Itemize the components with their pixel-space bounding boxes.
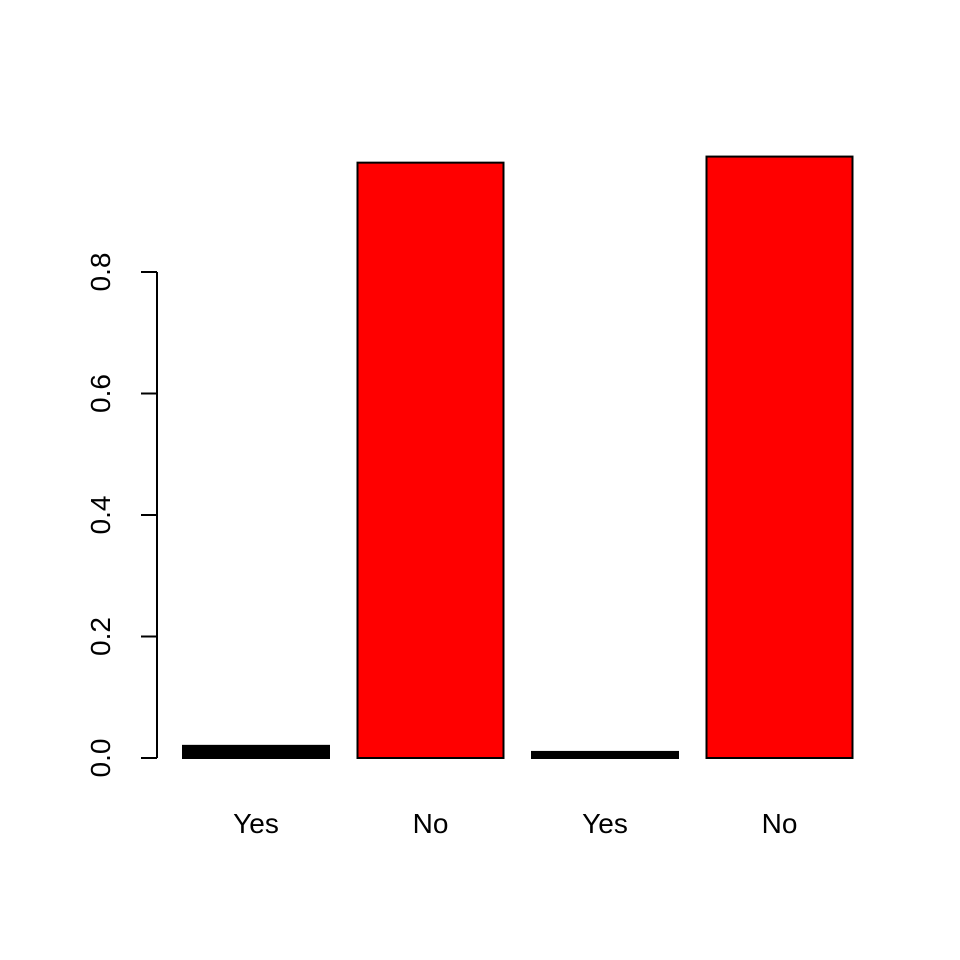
y-tick-label: 0.6 (85, 374, 116, 413)
x-category-label: No (762, 808, 798, 839)
y-axis: 0.0 0.2 0.4 0.6 0.8 (85, 253, 158, 778)
x-category-label: Yes (582, 808, 628, 839)
x-category-label: Yes (233, 808, 279, 839)
bar-yes-3 (531, 750, 679, 759)
y-tick-label: 0.4 (85, 496, 116, 535)
bar-no-4 (705, 155, 854, 759)
bar-no-2 (356, 161, 505, 759)
y-tick-label: 0.8 (85, 253, 116, 292)
bars-group (182, 155, 854, 759)
x-category-label: No (413, 808, 449, 839)
x-axis-labels: Yes No Yes No (233, 808, 797, 839)
y-tick-label: 0.2 (85, 617, 116, 656)
y-tick-label: 0.0 (85, 739, 116, 778)
bar-yes-1 (182, 744, 330, 759)
